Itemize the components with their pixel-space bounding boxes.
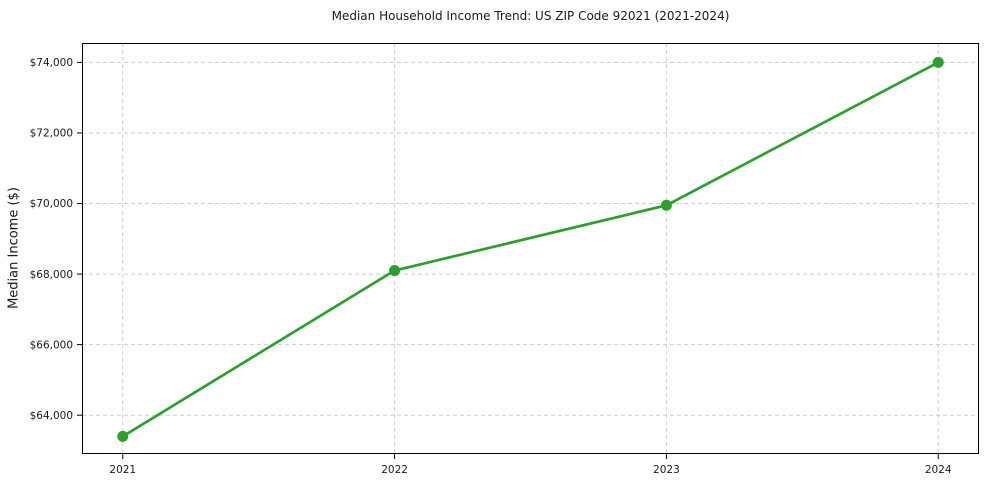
plot-border — [82, 43, 979, 454]
y-tick-label: $74,000 — [30, 57, 73, 69]
chart-title: Median Household Income Trend: US ZIP Co… — [331, 9, 730, 23]
x-tick-label: 2023 — [653, 464, 680, 476]
y-tick-label: $66,000 — [30, 339, 73, 351]
data-point — [389, 265, 401, 277]
y-tick-label: $64,000 — [30, 410, 73, 422]
y-tick-label: $68,000 — [30, 269, 73, 281]
x-tick-label: 2021 — [109, 464, 136, 476]
data-point — [660, 199, 672, 211]
y-tick-label: $70,000 — [30, 198, 73, 210]
x-tick-label: 2022 — [381, 464, 408, 476]
x-tick-label: 2024 — [925, 464, 952, 476]
data-point — [117, 430, 129, 442]
data-point — [932, 56, 944, 68]
y-tick-label: $72,000 — [30, 128, 73, 140]
trend-line — [121, 61, 940, 438]
